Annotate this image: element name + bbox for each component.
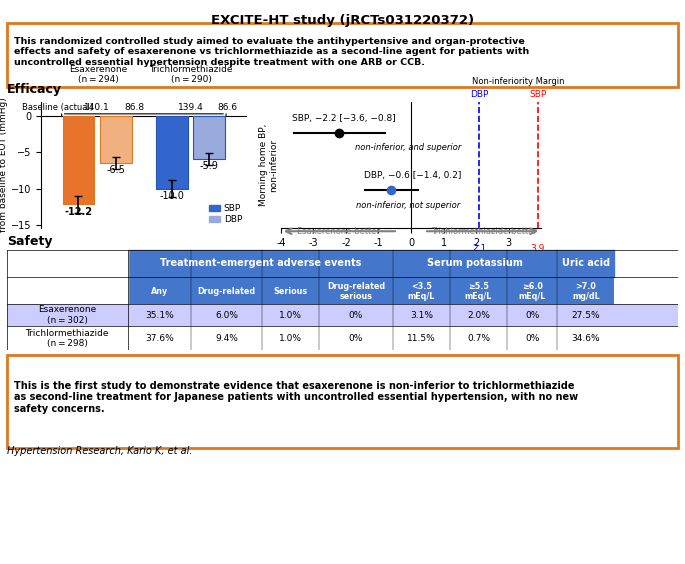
FancyBboxPatch shape [7, 355, 678, 448]
Text: 27.5%: 27.5% [571, 311, 600, 320]
Text: Esaxerenone better: Esaxerenone better [297, 227, 379, 236]
Text: 1.0%: 1.0% [279, 311, 302, 320]
Text: 86.8: 86.8 [125, 103, 145, 112]
Bar [558, 277, 614, 305]
Bar [7, 277, 127, 305]
Text: DBP: DBP [470, 90, 488, 99]
Text: -6.5: -6.5 [106, 165, 125, 175]
Text: -10.0: -10.0 [160, 191, 184, 201]
Text: 1.0%: 1.0% [279, 334, 302, 343]
Text: 2.0%: 2.0% [467, 311, 490, 320]
Text: 0%: 0% [525, 311, 539, 320]
Text: Serum potassium: Serum potassium [427, 258, 523, 268]
Bar [262, 277, 319, 305]
Text: Safety: Safety [7, 235, 52, 248]
X-axis label: LS mean difference (95% CI): LS mean difference (95% CI) [341, 251, 481, 261]
Text: <3.5
mEq/L: <3.5 mEq/L [408, 281, 435, 301]
Text: This is the first study to demonstrate evidence that esaxerenone is non-inferior: This is the first study to demonstrate e… [14, 381, 577, 414]
Text: 35.1%: 35.1% [145, 311, 174, 320]
Text: Trichlormethiazide: Trichlormethiazide [149, 65, 233, 74]
Text: This randomized controlled study aimed to evaluate the antihypertensive and orga: This randomized controlled study aimed t… [14, 37, 529, 67]
Text: 3.1%: 3.1% [410, 311, 433, 320]
Text: 2.1: 2.1 [472, 244, 486, 253]
Text: Baseline (actual): Baseline (actual) [23, 103, 93, 112]
Text: ≥6.0
mEq/L: ≥6.0 mEq/L [519, 281, 546, 301]
Bar [100, 116, 132, 163]
Y-axis label: LS mean change in morning home BP
from baseline to EOT (mmHg): LS mean change in morning home BP from b… [0, 80, 8, 250]
Text: (mmHg): (mmHg) [562, 252, 599, 260]
FancyBboxPatch shape [7, 23, 678, 87]
Bar [156, 116, 188, 188]
Text: Hypertension Research, Kario K, et al.: Hypertension Research, Kario K, et al. [7, 446, 192, 456]
Text: 139.4: 139.4 [177, 103, 203, 112]
Text: >7.0
mg/dL: >7.0 mg/dL [572, 281, 600, 301]
Text: 9.4%: 9.4% [215, 334, 238, 343]
Text: 34.6%: 34.6% [571, 334, 600, 343]
Bar [193, 116, 225, 159]
Text: non-inferior, and superior: non-inferior, and superior [355, 143, 461, 152]
Bar [319, 277, 393, 305]
Text: Non-inferiority Margin: Non-inferiority Margin [472, 77, 564, 86]
Bar [450, 277, 507, 305]
Bar [7, 327, 678, 350]
Text: Trichlormethiazide
(n = 298): Trichlormethiazide (n = 298) [25, 329, 109, 348]
Text: 86.6: 86.6 [218, 103, 238, 112]
Text: 37.6%: 37.6% [145, 334, 174, 343]
Text: 6.0%: 6.0% [215, 311, 238, 320]
Text: Trichlormethiazide better: Trichlormethiazide better [431, 227, 537, 236]
Text: (n = 290): (n = 290) [171, 75, 212, 84]
Text: Serious: Serious [273, 287, 308, 296]
Text: Esaxerenone: Esaxerenone [69, 65, 128, 74]
Text: Uric acid: Uric acid [562, 258, 610, 268]
Y-axis label: Morning home BP,
non-inferior: Morning home BP, non-inferior [259, 124, 278, 206]
Text: -12.2: -12.2 [64, 206, 92, 217]
Bar [393, 250, 558, 276]
Text: Esaxerenone
(n = 302): Esaxerenone (n = 302) [38, 306, 97, 325]
Text: 3.9: 3.9 [531, 244, 545, 253]
Text: EXCITE-HT study (jRCTs031220372): EXCITE-HT study (jRCTs031220372) [211, 14, 474, 27]
Text: 0%: 0% [349, 311, 363, 320]
Text: Drug-related: Drug-related [198, 287, 256, 296]
Text: SBP: SBP [530, 90, 547, 99]
Bar [7, 304, 678, 327]
Text: (n = 294): (n = 294) [78, 75, 119, 84]
Text: DBP, −0.6 [−1.4, 0.2]: DBP, −0.6 [−1.4, 0.2] [364, 171, 461, 180]
Bar [127, 250, 393, 276]
Text: 140.1: 140.1 [84, 103, 110, 112]
Text: non-inferior, not superior: non-inferior, not superior [356, 201, 460, 209]
Text: SBP, −2.2 [−3.6, −0.8]: SBP, −2.2 [−3.6, −0.8] [292, 114, 396, 123]
Text: -5.9: -5.9 [200, 161, 219, 171]
Bar [127, 277, 191, 305]
Bar [191, 277, 262, 305]
Text: Drug-related
serious: Drug-related serious [327, 281, 385, 301]
Text: Treatment-emergent adverse events: Treatment-emergent adverse events [160, 258, 361, 268]
Text: ≥5.5
mEq/L: ≥5.5 mEq/L [464, 281, 492, 301]
Text: 11.5%: 11.5% [407, 334, 436, 343]
Bar [62, 116, 95, 205]
Bar [558, 250, 614, 276]
Bar [7, 250, 127, 276]
Text: Efficacy: Efficacy [7, 83, 62, 96]
Text: Any: Any [151, 287, 169, 296]
Legend: SBP, DBP: SBP, DBP [209, 204, 242, 224]
Text: 0%: 0% [525, 334, 539, 343]
Text: 0%: 0% [349, 334, 363, 343]
Bar [393, 277, 450, 305]
Text: 0.7%: 0.7% [467, 334, 490, 343]
Bar [507, 277, 558, 305]
